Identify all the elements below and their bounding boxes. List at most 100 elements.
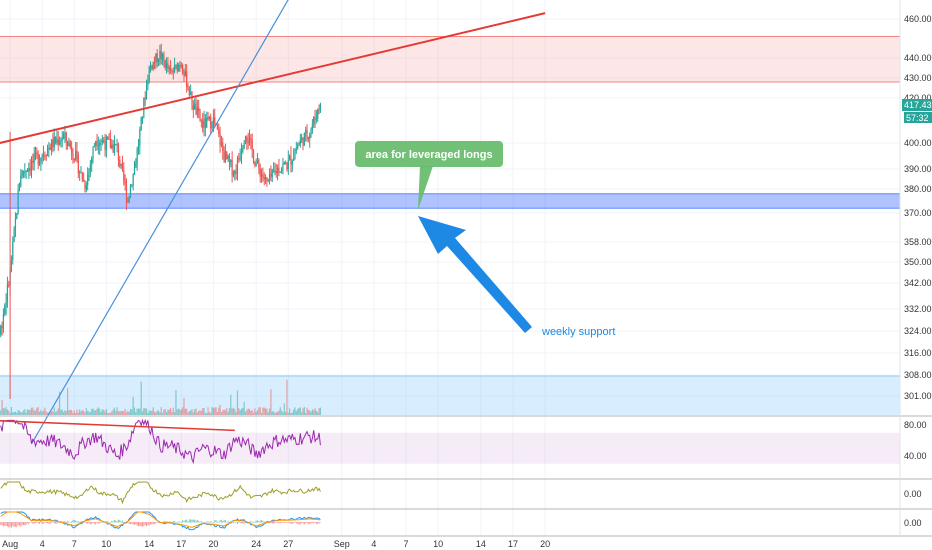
- candle-body-28: [14, 218, 17, 229]
- macd-hist-46: [39, 522, 41, 524]
- volume-bar-222: [274, 412, 276, 415]
- volume-bar-64: [63, 412, 65, 415]
- macd-hist-129: [150, 522, 152, 525]
- volume-bar-161: [192, 412, 194, 415]
- volume-bar-85: [91, 408, 93, 415]
- volume-bar-243: [302, 408, 304, 415]
- callout-box[interactable]: [355, 141, 503, 167]
- macd-hist-166: [199, 521, 201, 523]
- volume-bar-251: [313, 410, 315, 415]
- macd-hist-141: [166, 521, 168, 523]
- macd-hist-64: [63, 521, 65, 523]
- volume-bar-114: [129, 408, 132, 415]
- volume-bar-218: [268, 408, 271, 415]
- candle-body-120: [137, 145, 140, 149]
- macd-hist-90: [97, 522, 99, 524]
- volume-bar-116: [132, 396, 134, 415]
- macd-hist-238: [295, 522, 297, 524]
- candle-body-177: [214, 117, 216, 124]
- candle-body-67: [67, 140, 69, 147]
- price-axis[interactable]: 460.00 440.00 430.00 420.00 400.00 390.00 380.…: [899, 0, 932, 536]
- candle-body-54: [49, 147, 51, 150]
- candle-body-215: [264, 177, 267, 180]
- macd-hist-66: [65, 522, 67, 523]
- macd-hist-245: [305, 522, 307, 524]
- candle-body-41: [32, 161, 34, 163]
- candle-body-221: [272, 170, 275, 172]
- time-axis[interactable]: Aug 4 7 10 14 17 20 24 27 Sep 4 7 10 14 17 20: [2, 539, 550, 549]
- macd-hist-93: [101, 521, 103, 523]
- candle-body-91: [99, 142, 101, 146]
- candle-body-208: [255, 163, 257, 166]
- macd-hist-85: [91, 522, 93, 525]
- macd-hist-182: [220, 519, 222, 523]
- candle-body-232: [287, 159, 289, 170]
- candle-body-77: [80, 172, 82, 174]
- candle-body-107: [120, 163, 122, 166]
- volume-bar-253: [315, 410, 317, 415]
- candle-body-57: [53, 136, 55, 148]
- volume-bar-209: [256, 410, 259, 415]
- candle-body-62: [60, 140, 62, 142]
- candle-body-70: [71, 146, 73, 154]
- candle-body-166: [199, 110, 201, 120]
- blue-arrow-icon[interactable]: [418, 216, 532, 333]
- candle-body-86: [92, 147, 94, 159]
- candle-body-145: [171, 70, 173, 72]
- macd-hist-198: [242, 522, 244, 524]
- candle-body-194: [236, 158, 239, 174]
- candle-body-182: [220, 142, 223, 146]
- macd-hist-144: [170, 521, 172, 523]
- volume-bar-91: [99, 408, 101, 415]
- candle-body-39: [29, 168, 31, 171]
- volume-bar-187: [227, 411, 229, 415]
- macd-hist-237: [294, 521, 296, 523]
- volume-bar-120: [137, 408, 140, 415]
- candle-body-201: [246, 137, 248, 142]
- macd-hist-26: [12, 522, 14, 526]
- macd-hist-84: [89, 522, 91, 525]
- macd-hist-20: [4, 522, 6, 526]
- volume-bar-140: [164, 409, 166, 415]
- volume-bar-229: [283, 403, 285, 415]
- macd-hist-70: [71, 521, 73, 523]
- candle-body-38: [28, 168, 30, 172]
- candle-body-142: [167, 63, 169, 69]
- candle-body-144: [170, 67, 172, 71]
- macd-hist-251: [313, 522, 315, 524]
- volume-bar-180: [218, 407, 220, 415]
- volume-bar-95: [104, 411, 106, 415]
- volume-bar-149: [176, 409, 178, 415]
- candle-body-75: [77, 154, 79, 174]
- candle-body-198: [242, 147, 244, 152]
- candle-body-193: [235, 171, 237, 174]
- annotations[interactable]: area for leveraged longs weekly support: [355, 141, 615, 338]
- candle-body-245: [305, 130, 307, 134]
- volume-bar-130: [151, 410, 153, 415]
- volume-bar-66: [65, 410, 67, 415]
- macd-hist-94: [103, 522, 105, 523]
- macd-hist-44: [36, 522, 38, 523]
- macd-hist-23: [8, 522, 10, 528]
- price-tick-1: 440.00: [904, 53, 932, 63]
- candle-body-99: [109, 139, 112, 149]
- candle-body-230: [285, 162, 287, 165]
- candle-body-191: [232, 174, 235, 176]
- volume-bar-237: [294, 407, 296, 415]
- trendlines[interactable]: [0, 0, 546, 445]
- candle-body-104: [116, 144, 118, 146]
- volume-bar-123: [141, 411, 144, 415]
- candle-body-42: [33, 153, 35, 163]
- candle-body-118: [135, 163, 137, 168]
- macd-hist-175: [211, 522, 213, 523]
- candle-body-63: [61, 138, 63, 141]
- candle-body-163: [195, 103, 197, 115]
- candle-body-121: [139, 130, 141, 146]
- candle-body-233: [289, 156, 291, 160]
- macd-hist-236: [293, 522, 295, 524]
- macd-hist-91: [99, 522, 101, 524]
- candle-body-33: [21, 170, 23, 176]
- volume-bar-173: [208, 412, 210, 415]
- time-tick-10: 4: [371, 539, 376, 549]
